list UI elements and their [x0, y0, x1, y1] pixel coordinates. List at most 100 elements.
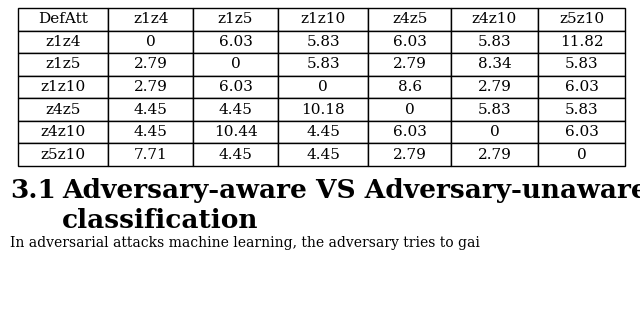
- Text: 0: 0: [490, 125, 499, 139]
- Bar: [278, 76, 368, 98]
- Bar: [108, 76, 193, 98]
- Text: z1z5: z1z5: [218, 12, 253, 26]
- Text: 7.71: 7.71: [134, 148, 168, 162]
- Text: 3.1: 3.1: [10, 178, 56, 203]
- Text: z4z5: z4z5: [45, 103, 81, 117]
- Bar: [108, 143, 193, 166]
- Text: 2.79: 2.79: [393, 148, 426, 162]
- Text: 6.03: 6.03: [393, 125, 426, 139]
- Bar: [193, 121, 278, 143]
- Bar: [368, 53, 451, 76]
- Text: z5z10: z5z10: [559, 12, 604, 26]
- Bar: [108, 31, 193, 53]
- Bar: [451, 143, 538, 166]
- Bar: [451, 98, 538, 121]
- Bar: [193, 143, 278, 166]
- Text: 6.03: 6.03: [219, 80, 253, 94]
- Text: 0: 0: [404, 103, 415, 117]
- Text: 2.79: 2.79: [477, 80, 511, 94]
- Bar: [538, 121, 625, 143]
- Bar: [368, 98, 451, 121]
- Text: z1z10: z1z10: [40, 80, 86, 94]
- Bar: [18, 31, 108, 53]
- Bar: [193, 8, 278, 31]
- Text: 8.6: 8.6: [397, 80, 422, 94]
- Text: z1z10: z1z10: [300, 12, 346, 26]
- Text: 5.83: 5.83: [564, 103, 598, 117]
- Text: z1z5: z1z5: [45, 57, 81, 71]
- Bar: [278, 53, 368, 76]
- Text: 5.83: 5.83: [564, 57, 598, 71]
- Bar: [108, 8, 193, 31]
- Bar: [108, 121, 193, 143]
- Bar: [451, 53, 538, 76]
- Text: 6.03: 6.03: [393, 35, 426, 49]
- Bar: [193, 76, 278, 98]
- Text: 4.45: 4.45: [134, 103, 168, 117]
- Bar: [278, 8, 368, 31]
- Text: 5.83: 5.83: [477, 35, 511, 49]
- Text: 2.79: 2.79: [134, 57, 168, 71]
- Text: 5.83: 5.83: [477, 103, 511, 117]
- Text: 11.82: 11.82: [559, 35, 604, 49]
- Text: DefAtt: DefAtt: [38, 12, 88, 26]
- Text: In adversarial attacks machine learning, the adversary tries to gai: In adversarial attacks machine learning,…: [10, 236, 480, 250]
- Text: 0: 0: [230, 57, 241, 71]
- Bar: [538, 53, 625, 76]
- Text: z1z4: z1z4: [133, 12, 168, 26]
- Bar: [18, 76, 108, 98]
- Text: 5.83: 5.83: [307, 35, 340, 49]
- Bar: [451, 8, 538, 31]
- Bar: [18, 98, 108, 121]
- Text: 10.18: 10.18: [301, 103, 345, 117]
- Text: z1z4: z1z4: [45, 35, 81, 49]
- Text: 5.83: 5.83: [307, 57, 340, 71]
- Bar: [193, 31, 278, 53]
- Text: 8.34: 8.34: [477, 57, 511, 71]
- Bar: [368, 143, 451, 166]
- Bar: [278, 143, 368, 166]
- Bar: [451, 76, 538, 98]
- Bar: [193, 53, 278, 76]
- Bar: [368, 76, 451, 98]
- Text: z4z10: z4z10: [40, 125, 86, 139]
- Text: 6.03: 6.03: [564, 80, 598, 94]
- Bar: [451, 31, 538, 53]
- Bar: [278, 31, 368, 53]
- Text: 6.03: 6.03: [219, 35, 253, 49]
- Bar: [18, 143, 108, 166]
- Text: 4.45: 4.45: [306, 148, 340, 162]
- Bar: [538, 8, 625, 31]
- Text: z5z10: z5z10: [40, 148, 86, 162]
- Bar: [368, 8, 451, 31]
- Text: z4z5: z4z5: [392, 12, 428, 26]
- Bar: [451, 121, 538, 143]
- Bar: [278, 121, 368, 143]
- Bar: [18, 121, 108, 143]
- Text: 6.03: 6.03: [564, 125, 598, 139]
- Bar: [278, 98, 368, 121]
- Text: 0: 0: [577, 148, 586, 162]
- Text: 0: 0: [146, 35, 156, 49]
- Bar: [538, 76, 625, 98]
- Bar: [193, 98, 278, 121]
- Bar: [108, 53, 193, 76]
- Text: 4.45: 4.45: [306, 125, 340, 139]
- Bar: [108, 98, 193, 121]
- Bar: [18, 8, 108, 31]
- Text: 0: 0: [318, 80, 328, 94]
- Text: 10.44: 10.44: [214, 125, 257, 139]
- Bar: [368, 121, 451, 143]
- Bar: [538, 98, 625, 121]
- Text: 4.45: 4.45: [219, 103, 253, 117]
- Text: 4.45: 4.45: [219, 148, 253, 162]
- Text: 2.79: 2.79: [134, 80, 168, 94]
- Text: Adversary-aware VS Adversary-unaware: Adversary-aware VS Adversary-unaware: [62, 178, 640, 203]
- Text: classification: classification: [62, 208, 259, 233]
- Text: 2.79: 2.79: [393, 57, 426, 71]
- Text: 2.79: 2.79: [477, 148, 511, 162]
- Text: z4z10: z4z10: [472, 12, 517, 26]
- Bar: [538, 31, 625, 53]
- Bar: [368, 31, 451, 53]
- Text: 4.45: 4.45: [134, 125, 168, 139]
